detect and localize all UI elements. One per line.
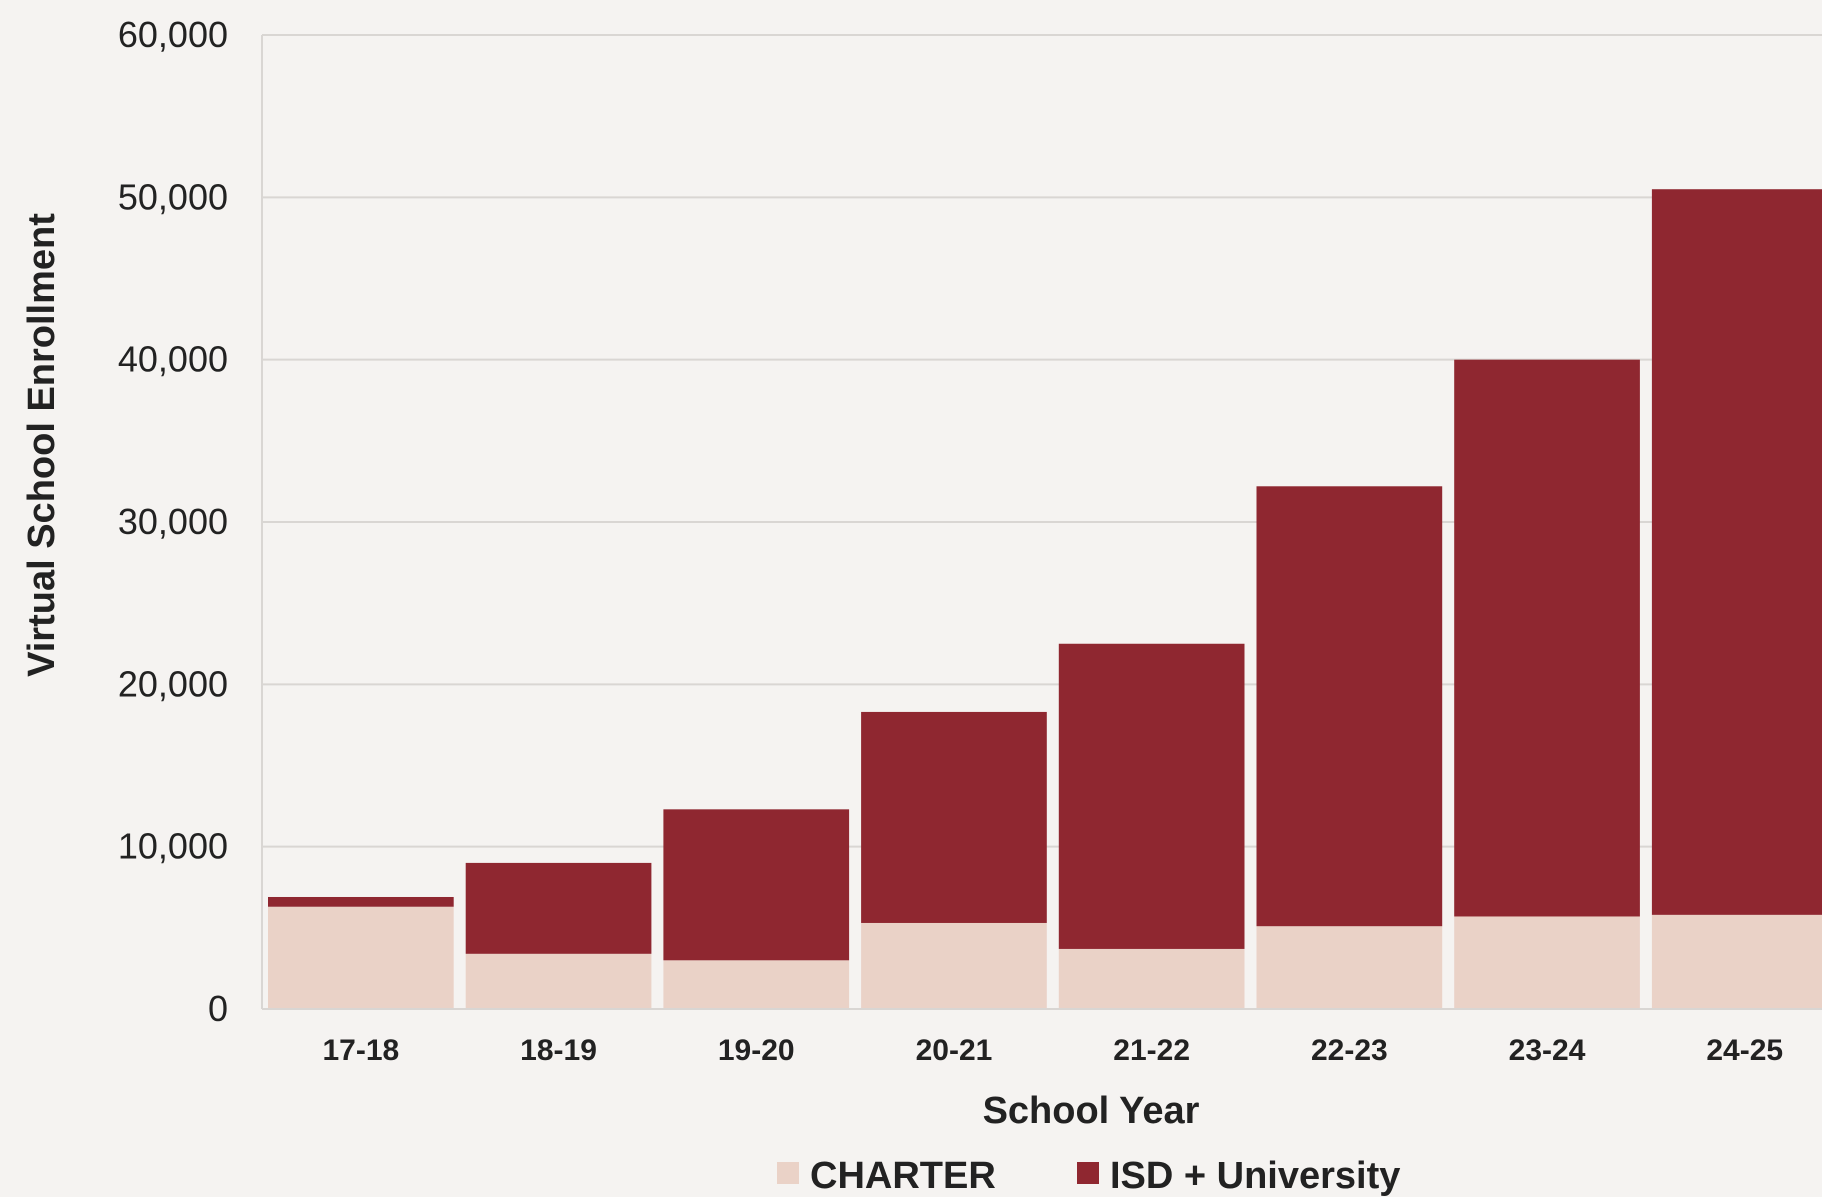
bar-isd-university-23-24: [1454, 359, 1640, 917]
axes: [261, 35, 1822, 1010]
bar-charter-22-23: [1256, 926, 1443, 1009]
bar-isd-university-22-23: [1256, 486, 1443, 927]
x-tick-label: 18-19: [520, 1034, 597, 1067]
x-tick-label: 19-20: [718, 1034, 795, 1067]
x-tick-label: 20-21: [916, 1034, 993, 1067]
x-tick-label: 22-23: [1311, 1034, 1388, 1067]
bar-isd-university-20-21: [861, 711, 1047, 923]
bar-isd-university-21-22: [1058, 643, 1245, 949]
legend-label-charter: CHARTER: [810, 1155, 996, 1197]
bar-isd-university-17-18: [268, 896, 454, 907]
bar-charter-18-19: [465, 953, 652, 1009]
bar-isd-university-19-20: [663, 809, 850, 961]
bar-isd-university-24-25: [1651, 189, 1822, 915]
y-tick-label: 30,000: [118, 501, 228, 542]
bar-charter-17-18: [268, 906, 454, 1009]
y-axis-title: Virtual School Enrollment: [21, 213, 63, 677]
y-tick-label: 50,000: [118, 176, 228, 217]
y-tick-label: 20,000: [118, 663, 228, 704]
x-tick-labels: 17-18 18-19 19-20 20-21 21-22 22-23 23-24 24-25: [322, 1034, 1783, 1067]
bar-charter-19-20: [663, 960, 850, 1009]
legend-swatch-charter: [777, 1162, 799, 1184]
y-tick-label: 10,000: [118, 826, 228, 867]
x-tick-label: 21-22: [1113, 1034, 1190, 1067]
x-tick-label: 24-25: [1706, 1034, 1783, 1067]
legend: CHARTER ISD + University: [777, 1155, 1400, 1197]
bar-isd-university-18-19: [465, 862, 652, 954]
bar-charter-21-22: [1058, 948, 1245, 1009]
y-tick-labels: 0 10,000 20,000 30,000 40,000 50,000 60,000: [118, 14, 228, 1029]
legend-swatch-isd-university: [1077, 1162, 1099, 1184]
x-axis-title: School Year: [983, 1090, 1200, 1132]
legend-label-isd-university: ISD + University: [1110, 1155, 1400, 1197]
x-tick-label: 17-18: [322, 1034, 399, 1067]
x-tick-label: 23-24: [1509, 1034, 1586, 1067]
bar-charter-23-24: [1454, 916, 1640, 1009]
y-tick-label: 60,000: [118, 14, 228, 55]
bar-charter-24-25: [1651, 914, 1822, 1009]
bar-charter-20-21: [861, 922, 1047, 1009]
bars: [268, 189, 1822, 1009]
y-tick-label: 40,000: [118, 339, 228, 380]
y-tick-label: 0: [208, 988, 228, 1029]
